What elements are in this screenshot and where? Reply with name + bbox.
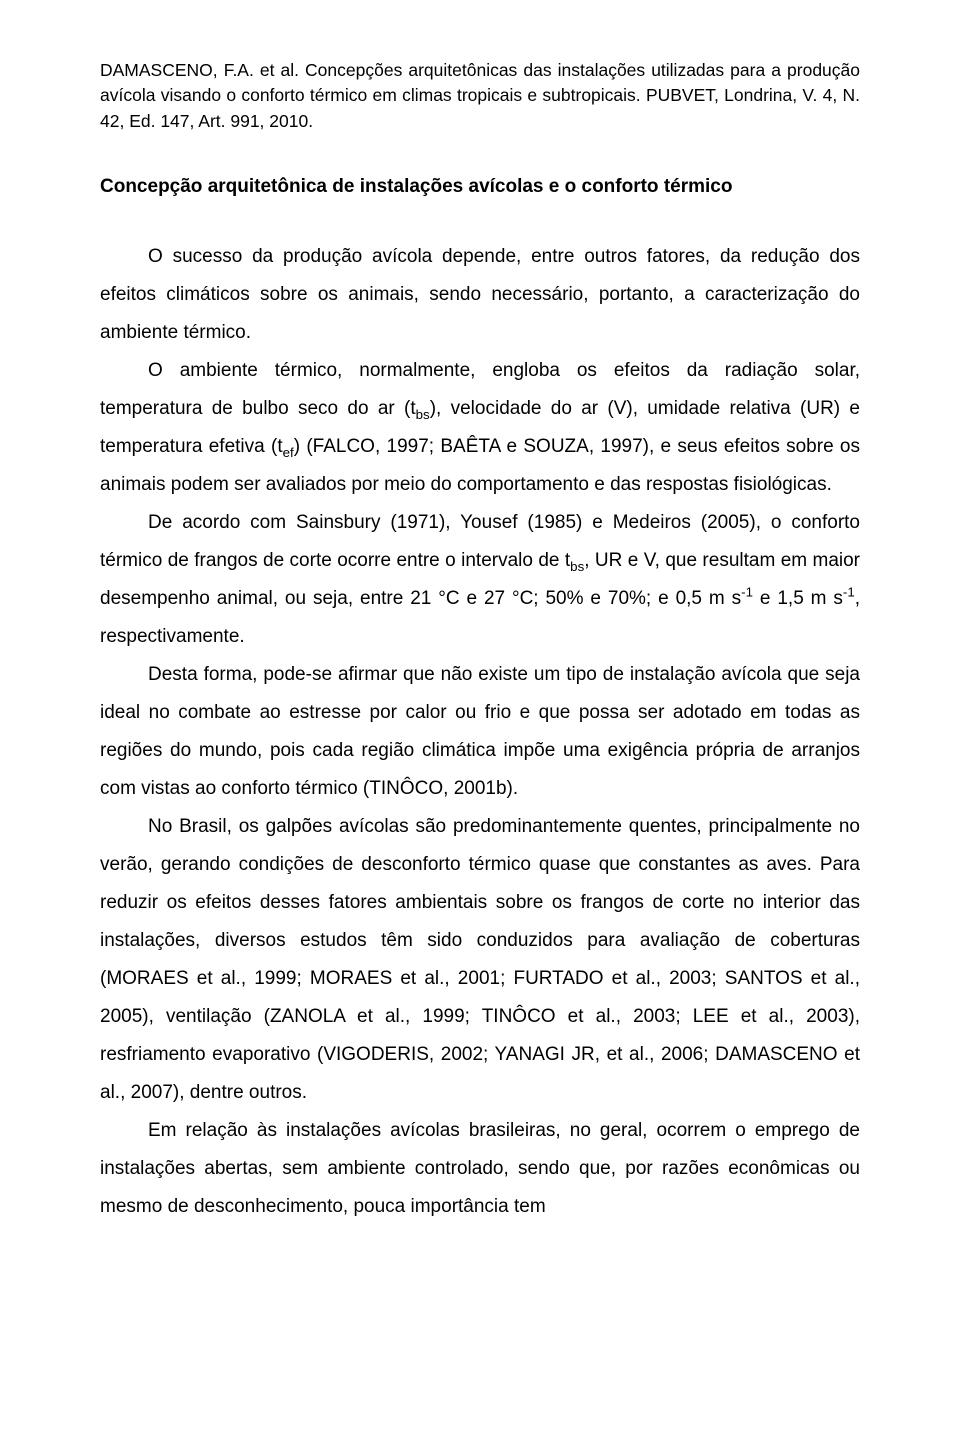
p3-part-c: e 1,5 m s: [753, 588, 843, 609]
document-page: DAMASCENO, F.A. et al. Concepções arquit…: [0, 0, 960, 1454]
paragraph-1: O sucesso da produção avícola depende, e…: [100, 238, 860, 352]
p4-text: Desta forma, pode-se afirmar que não exi…: [100, 664, 860, 799]
paragraph-2: O ambiente térmico, normalmente, engloba…: [100, 352, 860, 504]
p6-text: Em relação às instalações avícolas brasi…: [100, 1120, 860, 1217]
paragraph-5: No Brasil, os galpões avícolas são predo…: [100, 808, 860, 1112]
page-header: DAMASCENO, F.A. et al. Concepções arquit…: [100, 58, 860, 134]
header-text: DAMASCENO, F.A. et al. Concepções arquit…: [100, 60, 860, 131]
p5-text: No Brasil, os galpões avícolas são predo…: [100, 816, 860, 1103]
p2-subscript-bs: bs: [416, 407, 430, 422]
section-title: Concepção arquitetônica de instalações a…: [100, 176, 860, 198]
paragraph-6: Em relação às instalações avícolas brasi…: [100, 1112, 860, 1226]
paragraph-4: Desta forma, pode-se afirmar que não exi…: [100, 656, 860, 808]
paragraph-3: De acordo com Sainsbury (1971), Yousef (…: [100, 504, 860, 656]
p3-subscript-bs: bs: [570, 559, 584, 574]
p1-text: O sucesso da produção avícola depende, e…: [100, 246, 860, 343]
p3-superscript-2: -1: [843, 585, 855, 600]
p2-subscript-ef: ef: [283, 445, 294, 460]
p3-superscript-1: -1: [741, 585, 753, 600]
